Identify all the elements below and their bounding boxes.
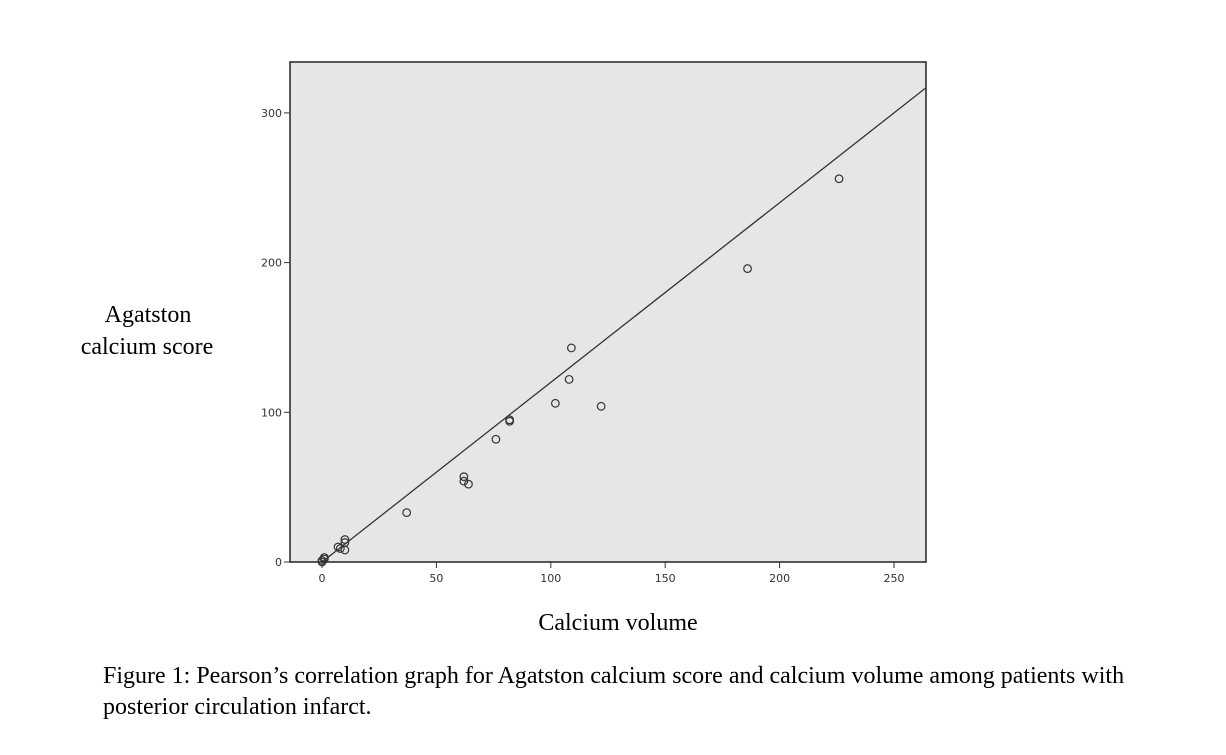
x-tick-label: 250 xyxy=(883,572,904,585)
data-point xyxy=(550,398,560,408)
data-point xyxy=(564,374,574,384)
x-tick-label: 100 xyxy=(540,572,561,585)
data-point xyxy=(319,553,329,562)
data-point xyxy=(596,401,606,411)
data-point xyxy=(459,476,469,486)
x-axis: 0 50 100 150 200 250 xyxy=(319,562,904,585)
x-axis-title: Calcium volume xyxy=(538,610,697,636)
data-point xyxy=(340,538,350,547)
data-point xyxy=(459,472,469,482)
x-tick-label: 50 xyxy=(429,572,443,585)
data-point xyxy=(335,544,345,553)
x-tick-label: 0 xyxy=(319,572,326,585)
data-point xyxy=(505,416,515,426)
figure-caption: Figure 1: Pearson’s correlation graph fo… xyxy=(103,663,1125,720)
data-point xyxy=(491,434,501,444)
data-points xyxy=(317,174,844,567)
y-axis-title-line-2: calcium score xyxy=(81,334,214,360)
y-tick-label: 200 xyxy=(261,257,282,270)
data-point xyxy=(402,508,412,517)
data-point xyxy=(743,264,752,273)
regression-line xyxy=(321,87,927,563)
x-tick-label: 200 xyxy=(769,572,790,585)
scatter-chart: 0 100 200 300 0 50 100 150 200 250 Agatston calc… xyxy=(81,61,927,636)
data-point xyxy=(340,535,350,544)
data-point xyxy=(834,174,844,184)
y-axis: 0 100 200 300 xyxy=(261,107,290,569)
y-tick-label: 100 xyxy=(261,406,282,419)
data-point xyxy=(566,343,576,353)
x-tick-label: 150 xyxy=(655,572,676,585)
y-tick-label: 300 xyxy=(261,107,282,120)
y-tick-label: 0 xyxy=(275,556,282,569)
plot-area xyxy=(289,61,927,563)
y-axis-title-line-1: Agatston xyxy=(105,302,192,328)
data-point xyxy=(464,479,473,489)
